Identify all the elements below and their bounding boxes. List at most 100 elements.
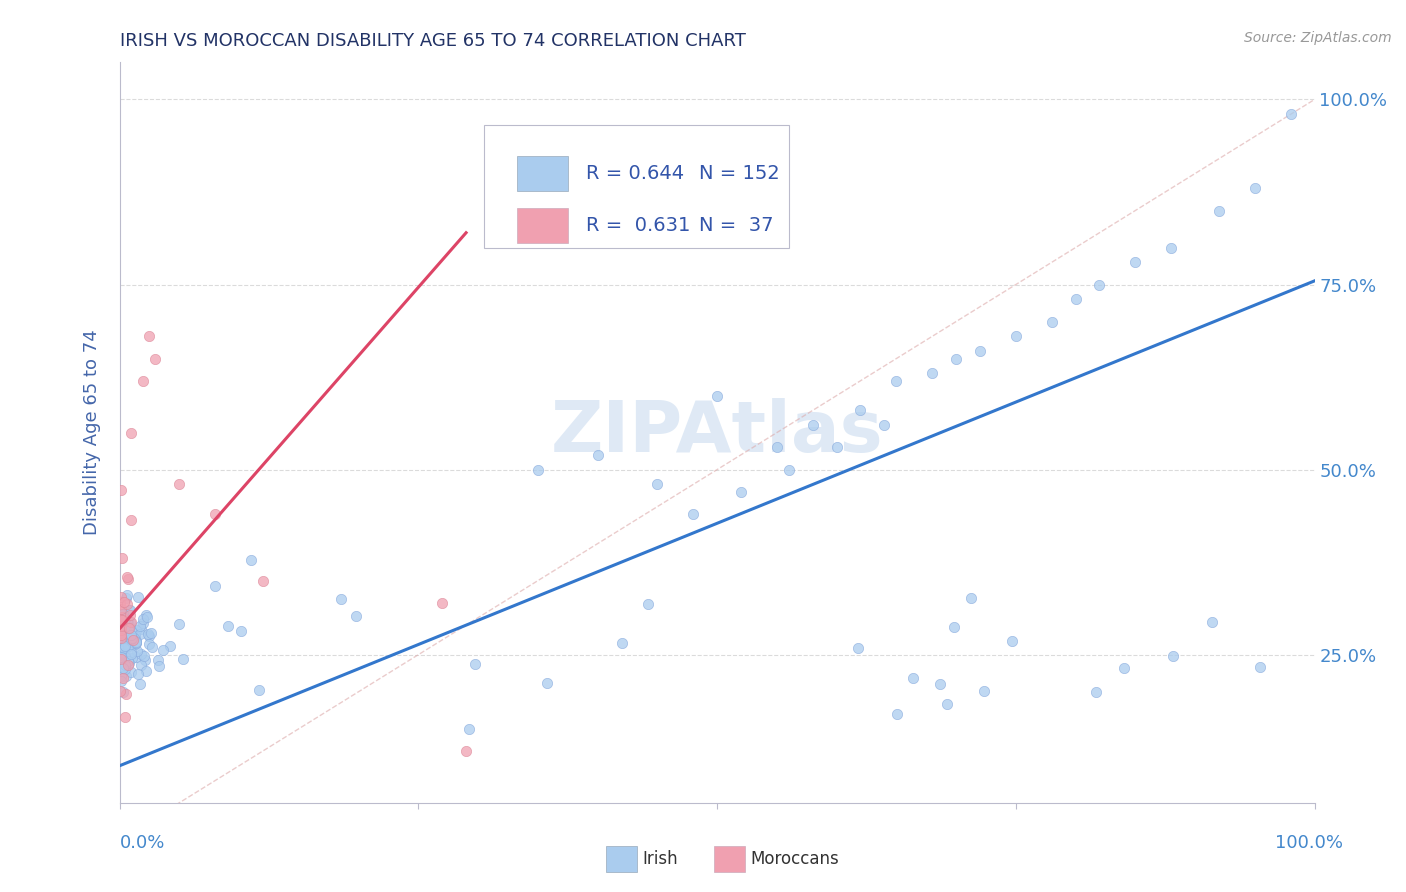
Point xyxy=(110,640,132,655)
Bar xyxy=(606,846,637,872)
Point xyxy=(115,570,138,584)
Point xyxy=(114,618,136,632)
Point xyxy=(169,477,191,491)
Point xyxy=(138,637,160,651)
Point xyxy=(114,710,136,724)
Point xyxy=(527,462,550,476)
Point xyxy=(125,634,148,648)
Point xyxy=(886,374,908,388)
Text: IRISH VS MOROCCAN DISABILITY AGE 65 TO 74 CORRELATION CHART: IRISH VS MOROCCAN DISABILITY AGE 65 TO 7… xyxy=(120,32,745,50)
Point xyxy=(110,684,132,698)
Point xyxy=(136,609,159,624)
Point xyxy=(108,628,131,642)
Point xyxy=(135,664,157,678)
Point xyxy=(111,551,134,566)
Point xyxy=(204,578,226,592)
Point xyxy=(118,607,141,622)
Point xyxy=(730,484,752,499)
Point xyxy=(110,639,132,653)
Point xyxy=(536,675,558,690)
Point xyxy=(108,595,131,609)
Point xyxy=(132,616,155,631)
Point xyxy=(110,631,132,645)
Point xyxy=(115,618,138,632)
Text: N =  37: N = 37 xyxy=(699,216,773,235)
Point xyxy=(110,483,132,497)
Point xyxy=(118,638,141,652)
Point xyxy=(152,643,174,657)
Point xyxy=(131,612,153,626)
Point xyxy=(936,697,959,711)
Point xyxy=(901,671,924,685)
Point xyxy=(135,608,157,623)
Point xyxy=(148,653,170,667)
Point xyxy=(118,656,141,670)
Point xyxy=(110,647,132,661)
Point xyxy=(117,572,139,586)
Point xyxy=(112,628,135,642)
Point xyxy=(117,657,139,672)
Text: 100.0%: 100.0% xyxy=(1275,834,1343,852)
Point xyxy=(204,507,226,521)
Point xyxy=(114,662,136,676)
Point xyxy=(115,669,138,683)
Point xyxy=(637,597,659,611)
Point xyxy=(1249,660,1271,674)
Point xyxy=(120,513,142,527)
Point xyxy=(120,647,142,661)
Point xyxy=(118,615,141,630)
Y-axis label: Disability Age 65 to 74: Disability Age 65 to 74 xyxy=(83,330,101,535)
Point xyxy=(108,643,131,657)
Point xyxy=(134,653,156,667)
Point xyxy=(115,687,138,701)
Point xyxy=(330,591,353,606)
Point xyxy=(115,591,138,606)
Point xyxy=(138,628,160,642)
Point xyxy=(122,632,145,646)
Text: 0.0%: 0.0% xyxy=(120,834,165,852)
Point xyxy=(124,636,146,650)
Text: Irish: Irish xyxy=(643,850,678,868)
Point xyxy=(114,631,136,645)
Point xyxy=(169,617,191,632)
Text: Moroccans: Moroccans xyxy=(751,850,839,868)
Point xyxy=(1088,277,1111,292)
Point xyxy=(610,635,633,649)
Point xyxy=(148,658,170,673)
Point xyxy=(108,612,131,626)
Point xyxy=(766,441,789,455)
Point xyxy=(110,669,132,683)
Point xyxy=(172,652,194,666)
Point xyxy=(110,590,132,604)
Point xyxy=(973,684,995,698)
Point xyxy=(117,635,139,649)
Point xyxy=(121,632,143,646)
Point xyxy=(247,683,270,698)
Point xyxy=(125,634,148,648)
Point xyxy=(111,610,134,624)
Point xyxy=(1160,240,1182,254)
Point xyxy=(114,639,136,653)
Point xyxy=(110,649,132,664)
Point xyxy=(110,619,132,633)
Point xyxy=(231,624,253,639)
Point xyxy=(1112,661,1135,675)
Point xyxy=(118,603,141,617)
Point xyxy=(801,418,824,433)
Point xyxy=(132,648,155,663)
Point xyxy=(112,685,135,699)
Point xyxy=(122,636,145,650)
Point xyxy=(344,608,367,623)
Point xyxy=(159,639,181,653)
Text: R =  0.631: R = 0.631 xyxy=(586,216,690,235)
Point xyxy=(1201,615,1223,630)
Point xyxy=(121,631,143,645)
Point xyxy=(929,677,952,691)
Point xyxy=(120,615,142,629)
Point xyxy=(239,553,262,567)
Point xyxy=(118,620,141,634)
Point xyxy=(1279,107,1302,121)
Point xyxy=(111,661,134,675)
Point xyxy=(117,621,139,635)
Point xyxy=(960,591,983,606)
